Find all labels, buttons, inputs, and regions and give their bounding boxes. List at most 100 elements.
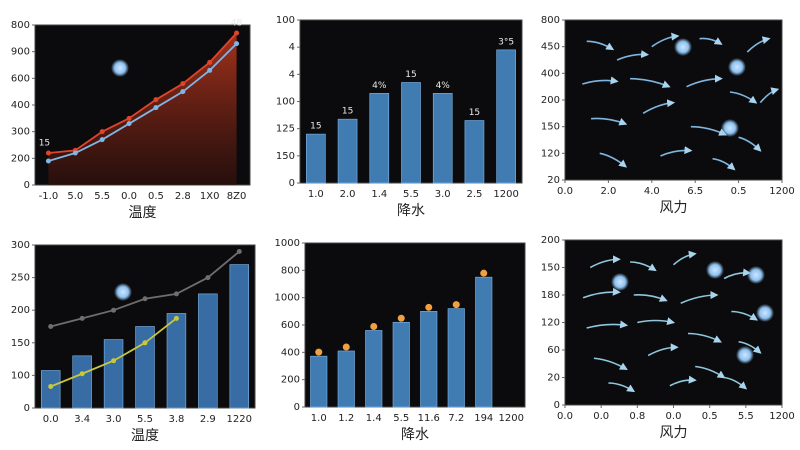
wind-arrow [630, 261, 657, 272]
y-tick-label: 200 [281, 375, 300, 386]
wind-arrow [599, 152, 627, 168]
wind-arrow [699, 37, 723, 45]
x-tick-label: 11.6 [418, 413, 440, 424]
x-tick-label: 0.5 [702, 411, 718, 422]
x-tick-label: 8Z0 [227, 191, 247, 202]
wind-arrow [686, 74, 723, 88]
point [207, 67, 213, 73]
bar-label: 4% [436, 81, 451, 91]
wind-arrow [630, 77, 671, 88]
point [153, 97, 159, 103]
wind-arrow [586, 40, 615, 51]
wind-arrow [759, 87, 780, 104]
x-axis-label: 温度 [129, 205, 157, 221]
x-tick-label: 0.0 [43, 414, 59, 425]
wind-arrow [680, 291, 719, 304]
x-axis-label: 降水 [401, 427, 429, 443]
y-tick-label: 800 [281, 265, 300, 276]
point [45, 150, 51, 156]
bar [475, 276, 493, 408]
bar [392, 321, 410, 408]
bar [229, 264, 250, 409]
y-tick-label: 120 [541, 148, 560, 159]
point [99, 129, 105, 135]
bar-cap [342, 343, 350, 351]
point [207, 59, 213, 65]
x-axis-label: 风力 [660, 425, 688, 441]
bar [310, 355, 328, 408]
point [48, 324, 54, 329]
sun-icon [728, 58, 746, 76]
y-tick-label: 125 [276, 124, 295, 135]
panel [564, 19, 783, 181]
y-tick-label: 60 [547, 345, 560, 356]
x-tick-label: 1.2 [338, 413, 354, 424]
x-tick-label: 1200 [499, 413, 524, 424]
y-tick-label: 800 [541, 15, 560, 26]
sun-icon [114, 283, 132, 301]
wind-arrow [669, 375, 697, 387]
wind-arrow [637, 317, 676, 326]
point [45, 158, 51, 164]
bar [135, 326, 155, 409]
y-tick-label: 200 [11, 305, 30, 316]
y-tick-label: 4 [289, 69, 295, 80]
sun-icon [736, 346, 754, 364]
x-tick-label: 3.0 [106, 414, 122, 425]
bar [40, 370, 61, 409]
y-tick-label: 150 [541, 263, 560, 274]
y-tick-label: 1000 [275, 238, 300, 249]
bar-cap [370, 322, 378, 330]
bar [496, 49, 516, 184]
wind-arrow [582, 76, 619, 85]
wind-arrow [746, 36, 771, 53]
bar [72, 355, 92, 409]
x-tick-label: 1.0 [308, 189, 324, 200]
wind-arrow [616, 50, 650, 61]
y-tick-label: 250 [11, 273, 30, 284]
x-tick-label: 3.0 [435, 189, 451, 200]
x-tick-label: 2.5 [466, 189, 482, 200]
point [205, 275, 211, 281]
bar-cap [397, 314, 405, 322]
bar-label: 15 [469, 108, 480, 118]
wind-arrow [687, 332, 722, 343]
wind-arrow [738, 136, 762, 152]
wind-arrow [633, 294, 668, 302]
bar-label: 15 [310, 122, 321, 132]
x-tick-label: 0.5 [148, 191, 164, 202]
x-tick-label: 0.0 [666, 411, 682, 422]
x-tick-label: 2.0 [600, 186, 616, 197]
point [111, 307, 117, 313]
point [72, 150, 78, 156]
point [111, 358, 117, 364]
x-tick-label: 1.4 [371, 189, 387, 200]
y-tick-label: 400 [281, 347, 300, 358]
bar [166, 313, 187, 409]
sun-icon [674, 38, 692, 56]
y-tick-label: 800 [11, 20, 30, 31]
wind-arrow [586, 320, 629, 329]
x-tick-label: 5.5 [94, 191, 110, 202]
line [48, 43, 238, 162]
y-tick-label: 600 [281, 320, 300, 331]
point [79, 315, 85, 321]
wind-arrow [651, 32, 680, 48]
x-tick-label: 5.5 [137, 414, 153, 425]
x-tick-label: 1200 [769, 186, 794, 197]
point [236, 249, 242, 255]
bar [420, 311, 438, 408]
x-tick-label: 3.4 [74, 414, 90, 425]
wind-arrow [660, 146, 693, 157]
y-tick-label: 150 [541, 122, 560, 133]
y-tick-label: 200 [541, 235, 560, 246]
y-tick-label: 0 [554, 400, 560, 411]
x-tick-label: 5.5 [393, 413, 409, 424]
bar [432, 93, 453, 184]
y-tick-label: 900 [11, 47, 30, 58]
point [126, 121, 132, 127]
x-tick-label: 1.4 [366, 413, 382, 424]
y-tick-label: 300 [11, 127, 30, 138]
x-tick-label: 0.0 [557, 411, 573, 422]
